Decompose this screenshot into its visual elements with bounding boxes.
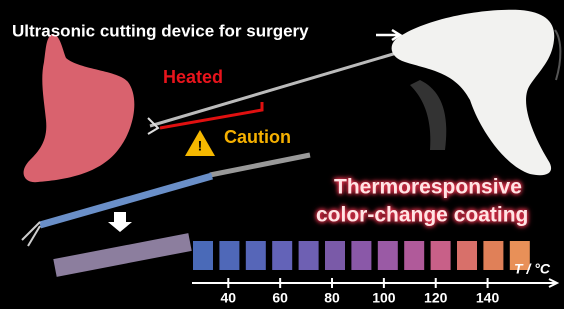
page: Heated ! Caution Ultrasonic cutting devi… — [0, 0, 564, 309]
axis-label: T / °C — [514, 261, 551, 277]
color-swatch — [246, 241, 266, 270]
color-swatch — [431, 241, 451, 270]
color-swatch — [219, 241, 239, 270]
color-swatch — [404, 241, 424, 270]
coating-label: Thermoresponsive — [334, 176, 522, 199]
color-swatch — [299, 241, 319, 270]
color-swatch — [351, 241, 371, 270]
tick-label: 60 — [272, 290, 288, 306]
title: Ultrasonic cutting device for surgery — [12, 21, 309, 40]
figure: Heated ! Caution Ultrasonic cutting devi… — [0, 0, 564, 309]
color-swatch — [193, 241, 213, 270]
heated-label: Heated — [163, 67, 223, 87]
coating-label: color-change coating — [316, 204, 528, 227]
color-swatch — [483, 241, 503, 270]
color-swatch — [457, 241, 477, 270]
tick-label: 80 — [324, 290, 340, 306]
color-swatch — [272, 241, 292, 270]
tick-label: 40 — [221, 290, 237, 306]
color-swatch — [325, 241, 345, 270]
warning-mark: ! — [198, 138, 203, 154]
tick-label: 140 — [476, 290, 500, 306]
tick-label: 100 — [372, 290, 396, 306]
color-swatch — [378, 241, 398, 270]
caution-label: Caution — [224, 127, 291, 147]
tick-label: 120 — [424, 290, 448, 306]
